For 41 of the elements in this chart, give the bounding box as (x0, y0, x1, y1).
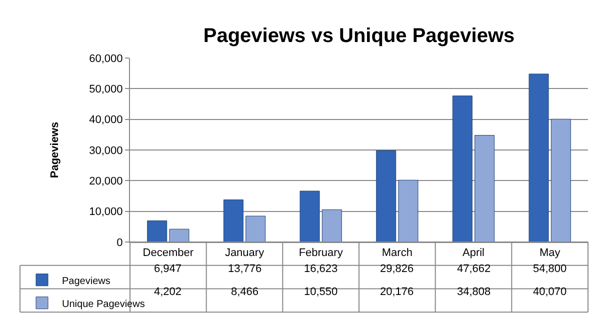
y-tick-label: 30,000 (89, 144, 123, 157)
bar (376, 150, 396, 242)
bar (223, 200, 244, 242)
data-label: 47,662 (457, 263, 491, 275)
bar (300, 190, 320, 242)
y-tick-label: 10,000 (89, 206, 123, 218)
bar (398, 180, 418, 242)
data-label: 34,808 (457, 286, 491, 298)
bar (452, 96, 472, 242)
data-label: 16,623 (304, 263, 338, 275)
bar (528, 74, 549, 242)
data-label: 13,776 (228, 263, 262, 275)
x-tick-label: April (462, 247, 485, 260)
y-tick-label: 0 (116, 236, 123, 249)
chart-title: Pageviews vs Unique Pageviews (203, 25, 515, 47)
y-tick-label: 40,000 (89, 114, 123, 126)
bar (550, 118, 571, 242)
data-label: 10,550 (304, 286, 338, 298)
data-label: 6,947 (154, 263, 182, 275)
legend-label: Pageviews (62, 276, 110, 287)
data-label: 20,176 (380, 286, 414, 298)
data-label: 4,202 (154, 286, 182, 298)
x-tick-label: January (224, 247, 265, 260)
bar (169, 228, 190, 242)
legend-label: Unique Pageviews (62, 298, 145, 310)
y-tick-label: 50,000 (89, 84, 123, 96)
y-tick-label: 60,000 (89, 52, 123, 65)
data-label: 29,826 (380, 263, 414, 275)
data-label: 8,466 (231, 286, 259, 298)
y-tick-label: 20,000 (89, 176, 123, 188)
x-tick-label: March (382, 247, 412, 260)
x-tick-label: May (539, 247, 561, 260)
x-tick-label: February (298, 247, 344, 260)
bar (246, 216, 266, 242)
data-label: 40,070 (533, 286, 567, 298)
bar (147, 220, 168, 242)
bar (474, 135, 495, 242)
data-label: 54,800 (533, 263, 567, 275)
x-tick-label: December (142, 247, 194, 260)
y-axis-title: Pageviews (48, 122, 61, 178)
bar (322, 209, 342, 242)
